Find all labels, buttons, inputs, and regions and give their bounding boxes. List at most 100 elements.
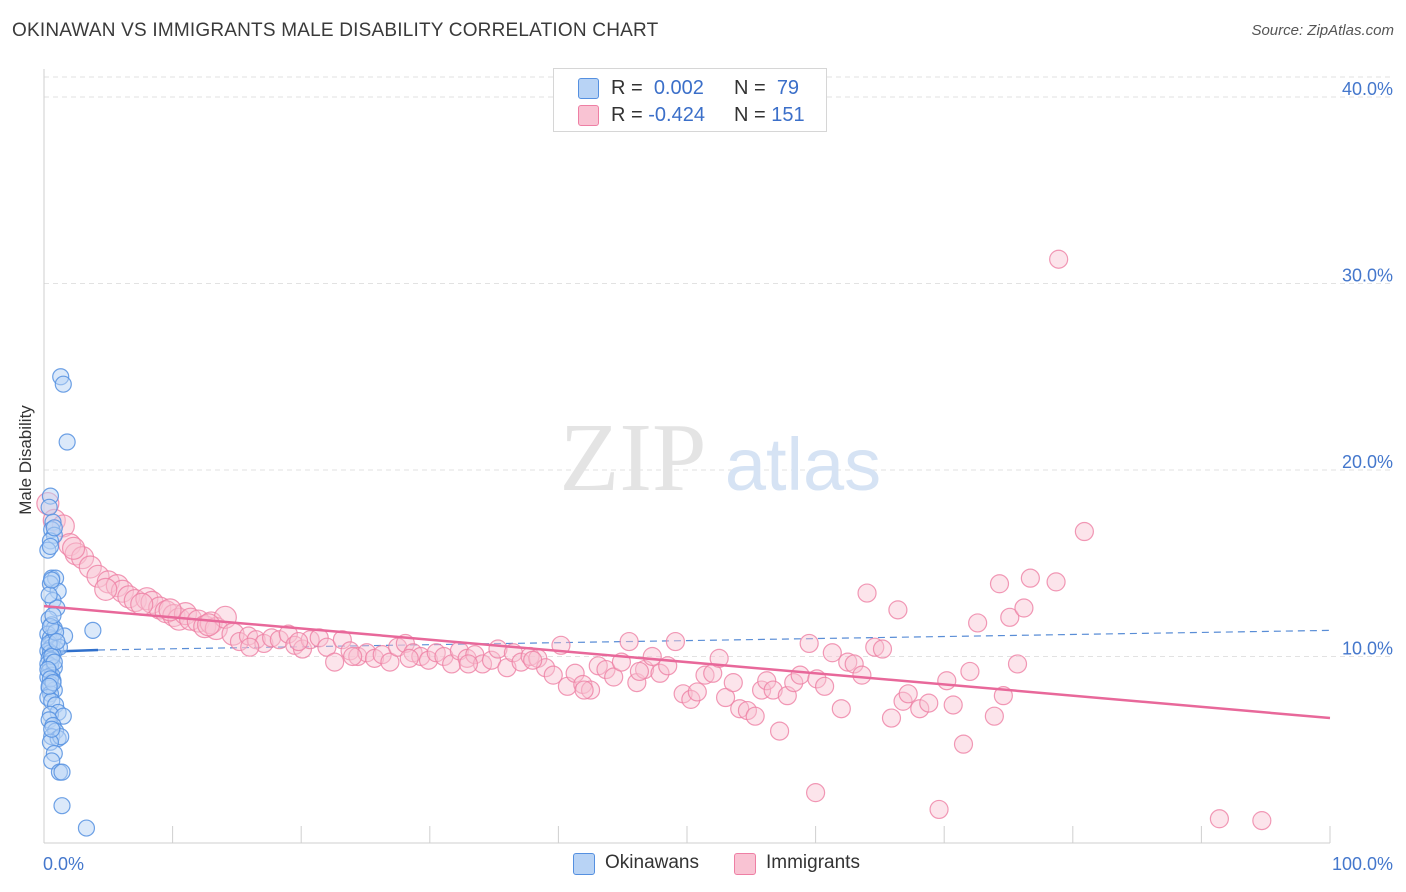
r-value-immigrants: -0.424 xyxy=(648,104,705,126)
n-label: N = xyxy=(734,104,766,126)
immigrant-point xyxy=(418,650,439,670)
okinawan-point xyxy=(43,571,61,589)
source-label: Source: ZipAtlas.com xyxy=(1251,22,1394,39)
immigrant-point xyxy=(872,639,893,659)
immigrant-point xyxy=(953,734,974,754)
y-tick-label: 30.0% xyxy=(1342,265,1393,285)
immigrant-point xyxy=(1074,521,1094,542)
okinawan-point xyxy=(41,537,60,556)
immigrant-point xyxy=(123,588,147,613)
y-tick-label: 40.0% xyxy=(1342,79,1393,99)
immigrant-point xyxy=(629,661,650,682)
r-label: R = xyxy=(611,104,643,126)
immigrant-point xyxy=(665,631,686,652)
immigrant-point xyxy=(989,574,1010,594)
immigrant-point xyxy=(769,721,790,741)
immigrant-point xyxy=(888,600,908,620)
watermark-zip: ZIP xyxy=(560,404,707,512)
okinawan-point xyxy=(58,433,76,451)
immigrant-point xyxy=(240,637,260,657)
immigrant-point xyxy=(960,661,980,682)
immigrant-point xyxy=(745,706,765,726)
immigrant-point xyxy=(332,630,352,650)
tick-labels: 10.0% 20.0% 30.0% 40.0% 0.0% 100.0% xyxy=(43,79,1393,874)
immigrant-point xyxy=(1000,607,1020,627)
immigrant-point xyxy=(1014,598,1034,618)
immigrant-point xyxy=(94,577,118,601)
immigrant-point xyxy=(117,585,141,609)
immigrant-trend xyxy=(43,604,1331,720)
immigrant-point xyxy=(372,645,392,665)
immigrant-point xyxy=(815,676,835,696)
okinawan-swatch xyxy=(578,78,599,99)
immigrant-point xyxy=(681,689,701,709)
immigrant-point xyxy=(943,695,963,715)
okinawan-point xyxy=(84,621,102,639)
x-tick-label-max: 100.0% xyxy=(1332,854,1393,874)
immigrant-point xyxy=(822,643,842,663)
immigrant-point xyxy=(984,706,1004,726)
immigrant-point xyxy=(852,665,872,685)
immigrant-point xyxy=(158,598,182,622)
immigrant-point xyxy=(61,536,86,560)
immigrant-point xyxy=(709,648,729,668)
n-label: N = xyxy=(734,77,766,99)
immigrant-point xyxy=(919,693,939,713)
okinawan-point xyxy=(44,606,62,625)
immigrant-points xyxy=(36,249,1272,831)
immigrant-point xyxy=(929,799,949,820)
immigrant-point xyxy=(650,663,670,683)
okinawan-point xyxy=(40,677,58,695)
immigrant-legend-label: Immigrants xyxy=(766,852,860,873)
immigrant-trend-line xyxy=(43,604,1331,720)
immigrant-point xyxy=(317,637,337,657)
x-tick-label-min: 0.0% xyxy=(43,854,84,874)
n-value-okinawans: 79 xyxy=(776,77,800,99)
immigrant-point xyxy=(910,699,930,719)
immigrant-point xyxy=(730,699,750,719)
immigrant-point xyxy=(619,631,639,652)
immigrant-point xyxy=(1046,572,1066,592)
immigrant-point xyxy=(799,633,819,654)
immigrant-point xyxy=(687,682,707,702)
immigrant-point xyxy=(784,673,804,693)
immigrant-swatch xyxy=(578,105,599,126)
immigrant-point xyxy=(844,654,864,674)
immigrant-point xyxy=(523,650,543,670)
immigrant-point xyxy=(1209,809,1230,829)
okinawan-point xyxy=(48,632,66,651)
immigrant-point xyxy=(723,673,743,693)
immigrant-point xyxy=(857,583,877,603)
immigrant-point xyxy=(325,652,345,672)
r-label: R = xyxy=(611,77,643,99)
r-value-okinawans: 0.002 xyxy=(653,77,704,99)
y-tick-label: 10.0% xyxy=(1342,638,1393,658)
immigrant-point xyxy=(898,684,918,704)
immigrant-point xyxy=(715,687,736,708)
okinawan-point xyxy=(40,586,58,604)
okinawan-point xyxy=(77,819,96,837)
immigrant-point xyxy=(1049,249,1069,269)
immigrant-point xyxy=(70,546,95,570)
okinawan-point xyxy=(53,763,71,781)
immigrant-point xyxy=(838,652,858,672)
immigrant-point xyxy=(790,665,810,685)
immigrant-point xyxy=(642,646,662,667)
immigrant-point xyxy=(86,564,110,588)
immigrant-point xyxy=(543,665,563,685)
immigrant-point xyxy=(574,680,594,700)
okinawan-point xyxy=(45,519,63,537)
immigrant-point xyxy=(197,613,221,637)
immigrant-point xyxy=(1020,568,1040,588)
immigrant-point xyxy=(763,680,783,700)
correlation-legend: R = 0.002 N = 79 R = -0.424 N = 151 xyxy=(553,68,827,132)
immigrant-point xyxy=(968,613,988,633)
immigrant-legend-swatch xyxy=(734,853,756,875)
immigrant-point xyxy=(399,648,419,668)
okinawan-point xyxy=(40,498,58,516)
immigrant-point xyxy=(757,671,777,691)
immigrant-point xyxy=(751,680,772,700)
immigrant-point xyxy=(130,592,154,616)
immigrant-point xyxy=(805,783,826,803)
